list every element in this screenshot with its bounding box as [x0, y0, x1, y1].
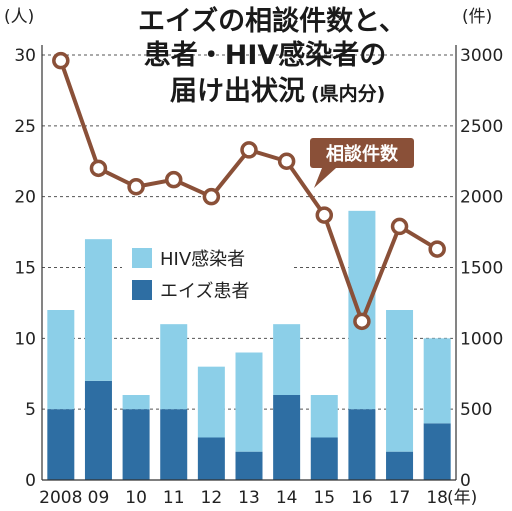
- legend-swatch-aids: [132, 280, 152, 300]
- left-tick-label: 25: [14, 117, 36, 137]
- x-tick-label: 16: [351, 488, 373, 508]
- callout-box: [310, 138, 414, 168]
- chart-title-line-2: 患者・HIV感染者の: [144, 39, 387, 71]
- bar-aids: [386, 451, 414, 480]
- right-tick-label: 2000: [460, 188, 503, 208]
- callout-pointer: [314, 168, 336, 188]
- right-tick-label: 1000: [460, 329, 503, 349]
- right-tick-label: 0: [460, 471, 471, 491]
- bar-aids: [197, 437, 225, 480]
- bar-aids: [47, 409, 75, 480]
- axes: 0 5 10 15 20 25 30 0 500 1000 1500 2000 2500 3000 2008…: [14, 45, 503, 508]
- right-tick-label: 3000: [460, 46, 503, 66]
- x-tick-label: 11: [163, 488, 185, 508]
- line-point: [164, 170, 183, 189]
- line-point: [277, 152, 296, 170]
- right-axis-unit: (件): [462, 7, 492, 27]
- line-point: [89, 159, 108, 178]
- left-tick-label: 10: [14, 329, 36, 349]
- line-point: [315, 206, 334, 224]
- bar-hiv: [386, 310, 414, 452]
- left-tick-label: 5: [25, 400, 36, 420]
- x-tick-label: 17: [389, 488, 411, 508]
- bar-aids: [84, 380, 112, 480]
- bar-hiv: [348, 210, 376, 410]
- line-point: [353, 312, 371, 331]
- legend-swatch-hiv: [132, 248, 152, 268]
- x-axis-unit: (年): [447, 488, 477, 508]
- legend: HIV感染者 エイズ患者: [122, 236, 292, 310]
- left-tick-label: 15: [14, 259, 36, 279]
- bar-hiv: [47, 310, 75, 410]
- bar-aids: [160, 409, 188, 480]
- line-point: [240, 141, 258, 159]
- x-tick-label: 14: [276, 488, 298, 508]
- x-tick-label: 15: [313, 488, 335, 508]
- left-tick-label: 0: [25, 471, 36, 491]
- line-point: [428, 240, 446, 258]
- bar-hiv: [197, 366, 225, 438]
- left-tick-label: 30: [14, 46, 36, 66]
- bar-aids: [348, 409, 376, 480]
- x-tick-label: 10: [125, 488, 147, 508]
- x-tick-label: 12: [201, 488, 223, 508]
- consultation-line: [52, 51, 446, 331]
- bar-aids: [423, 423, 451, 480]
- line-callout: 相談件数: [310, 138, 414, 188]
- bar-aids: [310, 437, 338, 480]
- left-axis-unit: (人): [4, 7, 34, 27]
- right-tick-label: 2500: [460, 117, 503, 137]
- x-tick-label: 2008: [39, 488, 82, 508]
- callout-label: 相談件数: [326, 143, 399, 165]
- bar-hiv: [235, 352, 263, 452]
- x-tick-label: 18: [426, 488, 448, 508]
- line-point: [390, 217, 409, 236]
- line-point: [127, 178, 145, 196]
- left-tick-label: 20: [14, 188, 36, 208]
- bar-hiv: [160, 324, 188, 410]
- right-tick-label: 500: [460, 400, 492, 420]
- bar-aids: [273, 395, 301, 480]
- chart-title-line-1: エイズの相談件数と、: [138, 5, 406, 37]
- x-tick-label: 09: [88, 488, 110, 508]
- line-point: [202, 187, 221, 206]
- chart-title-line-3: 届け出状況: [170, 76, 305, 107]
- bar-hiv: [273, 324, 301, 395]
- legend-label-hiv: HIV感染者: [160, 249, 245, 270]
- right-tick-label: 1500: [460, 259, 503, 279]
- x-tick-label: 13: [238, 488, 260, 508]
- legend-label-aids: エイズ患者: [160, 281, 249, 302]
- line-point: [52, 51, 70, 70]
- bars: [47, 210, 451, 480]
- bar-hiv: [423, 338, 451, 424]
- bar-aids: [235, 451, 263, 480]
- bar-aids: [122, 409, 150, 480]
- bar-hiv: [84, 239, 112, 381]
- bar-hiv: [122, 395, 150, 410]
- bar-hiv: [310, 395, 338, 438]
- chart-title-note: (県内分): [311, 82, 385, 105]
